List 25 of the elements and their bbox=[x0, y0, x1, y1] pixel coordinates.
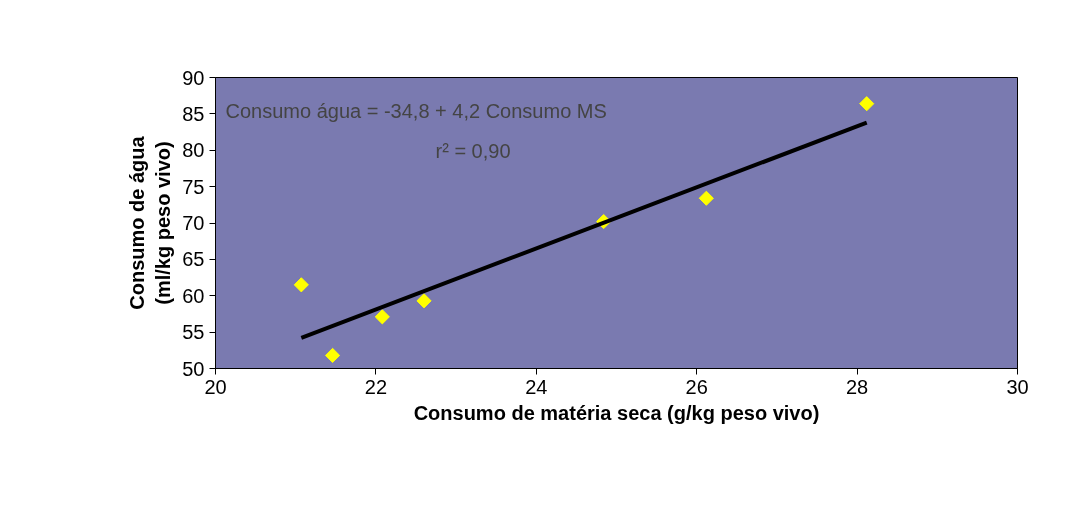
y-tick-label: 80 bbox=[182, 139, 205, 162]
y-tick-label: 75 bbox=[182, 175, 205, 198]
y-tick-label: 85 bbox=[182, 102, 205, 125]
point bbox=[698, 190, 714, 206]
point bbox=[293, 277, 309, 293]
x-tick-label: 22 bbox=[364, 375, 388, 398]
y-tick-label: 65 bbox=[182, 248, 205, 271]
x-tick-label: 24 bbox=[525, 375, 548, 398]
y-tick-label: 90 bbox=[182, 66, 205, 89]
annotation: Consumo água = -34,8 + 4,2 Consumo MS bbox=[225, 99, 607, 122]
x-tick-label: 30 bbox=[1006, 375, 1029, 398]
y-tick-label: 60 bbox=[182, 284, 205, 307]
point bbox=[374, 309, 390, 325]
x-tick-label: 20 bbox=[204, 375, 227, 398]
x-tick-label: 28 bbox=[845, 375, 869, 398]
y-axis-title: Consumo de água (ml/kg peso vivo) bbox=[125, 135, 175, 310]
point bbox=[859, 96, 875, 112]
x-tick-label: 26 bbox=[685, 375, 708, 398]
y-tick-label: 50 bbox=[182, 357, 205, 380]
y-tick-label: 70 bbox=[182, 212, 205, 234]
point bbox=[325, 347, 341, 363]
annotation: r² = 0,90 bbox=[435, 139, 511, 162]
point bbox=[416, 293, 432, 309]
x-axis-title: Consumo de matéria seca (g/kg peso vivo) bbox=[413, 401, 820, 424]
y-tick-label: 55 bbox=[182, 321, 205, 344]
